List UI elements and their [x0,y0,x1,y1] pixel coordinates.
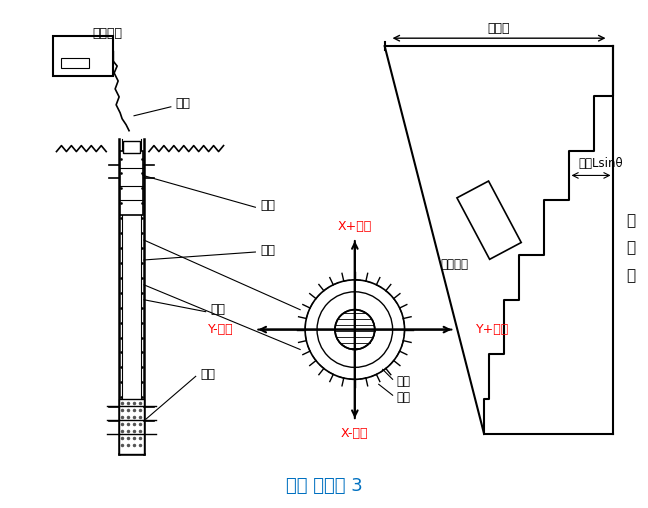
Circle shape [62,43,73,55]
Bar [123,141,140,152]
Text: 钻孔: 钻孔 [260,243,275,257]
Text: 测读设备: 测读设备 [92,27,122,40]
Text: 位移Lsinθ: 位移Lsinθ [578,157,623,170]
Text: 测读间距: 测读间距 [440,259,469,271]
Text: 导槽: 导槽 [397,375,411,388]
Text: 总位移: 总位移 [488,22,510,35]
Bar [457,181,521,259]
Bar [62,58,89,68]
Text: 测头: 测头 [260,199,275,212]
Bar [54,36,113,76]
Text: 准: 准 [626,240,635,256]
Text: 线: 线 [626,268,635,283]
Text: Y-方向: Y-方向 [208,323,233,336]
Text: 测斜 原理图 3: 测斜 原理图 3 [286,477,362,495]
Text: X-方向: X-方向 [341,427,369,439]
Circle shape [305,280,404,379]
Text: 导管: 导管 [211,303,226,316]
Circle shape [317,292,393,367]
Text: X+方向: X+方向 [338,219,372,233]
Circle shape [335,310,375,350]
Text: Y+方向: Y+方向 [476,323,509,336]
Text: 原: 原 [626,213,635,228]
Text: 回填: 回填 [201,368,216,381]
Bar [119,399,144,454]
Text: 导轮: 导轮 [397,391,411,404]
Bar [120,150,143,215]
Text: 电缆: 电缆 [176,98,191,110]
